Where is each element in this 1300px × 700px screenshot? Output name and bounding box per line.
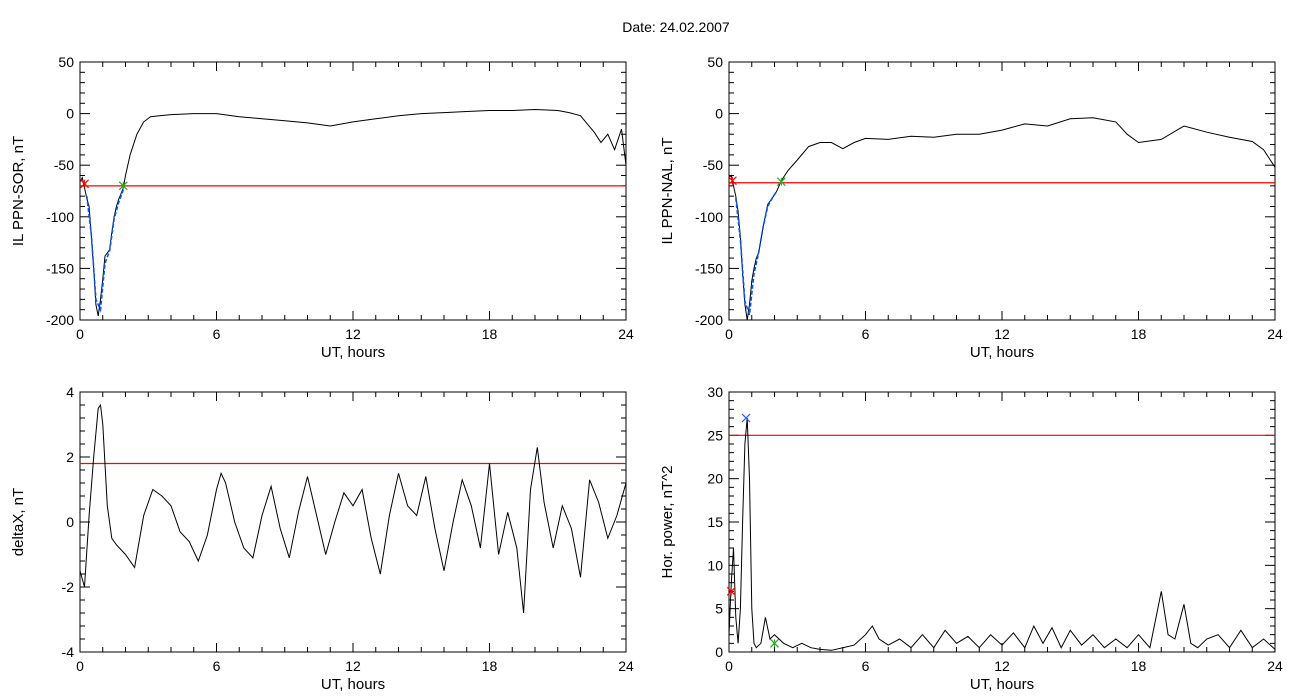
marker-stroke (741, 413, 751, 423)
y-tick-label: -200 (46, 312, 74, 328)
x-tick-label: 6 (862, 326, 870, 342)
y-axis-label: deltaX, nT (10, 488, 27, 556)
y-tick-label: -100 (695, 209, 723, 225)
x-tick-label: 24 (618, 326, 634, 342)
y-tick-label: 30 (707, 384, 723, 400)
y-tick-label: 0 (66, 514, 74, 530)
data-series-line (728, 117, 1276, 321)
x-tick-label: 24 (1267, 658, 1283, 674)
x-tick-label: 24 (618, 658, 634, 674)
x-tick-label: 0 (76, 326, 84, 342)
y-tick-label: -150 (695, 260, 723, 276)
y-tick-label: 50 (58, 54, 74, 70)
fit-series-line (86, 189, 124, 313)
x-tick-label: 24 (1267, 326, 1283, 342)
plot-frame (79, 61, 627, 321)
x-axis-label: UT, hours (970, 344, 1034, 361)
y-tick-label: 0 (715, 644, 723, 660)
x-axis-label: UT, hours (321, 344, 385, 361)
y-tick-label: 0 (715, 106, 723, 122)
plot-frame (79, 391, 627, 653)
x-tick-label: 12 (994, 658, 1010, 674)
end-marker (118, 181, 128, 191)
y-tick-label: 15 (707, 514, 723, 530)
y-tick-label: -50 (54, 157, 74, 173)
plot-frame (728, 61, 1276, 321)
x-tick-label: 18 (482, 658, 498, 674)
y-tick-label: -150 (46, 260, 74, 276)
chart-panel-hor-power: 0 6 12 18 24 0 5 10 15 20 25 30 UT, hours Hor. power,… (659, 384, 1283, 693)
y-tick-label: 50 (707, 54, 723, 70)
end-marker (776, 177, 786, 187)
plot-frame (728, 391, 1276, 653)
chart-panel-il-ppn-sor: 0 6 12 18 24 -200 -150 -100 -50 0 50 UT, hours IL PP… (10, 54, 634, 361)
y-axis-label: IL PPN-NAL, nT (659, 138, 676, 245)
y-tick-label: 4 (66, 384, 74, 400)
y-tick-label: -200 (695, 312, 723, 328)
x-tick-label: 18 (482, 326, 498, 342)
data-series-line (79, 403, 627, 614)
y-tick-label: 25 (707, 427, 723, 443)
y-tick-label: 10 (707, 557, 723, 573)
x-tick-label: 18 (1131, 326, 1147, 342)
x-tick-label: 6 (213, 658, 221, 674)
fit-series-line (735, 190, 778, 316)
y-tick-label: -100 (46, 209, 74, 225)
x-tick-label: 0 (76, 658, 84, 674)
x-tick-label: 0 (725, 658, 733, 674)
start-marker (80, 179, 89, 189)
y-tick-label: 20 (707, 471, 723, 487)
y-tick-label: 5 (715, 601, 723, 617)
y-tick-label: 0 (66, 106, 74, 122)
y-tick-label: -2 (62, 579, 75, 595)
data-series-line (79, 108, 627, 316)
x-tick-label: 12 (994, 326, 1010, 342)
x-tick-label: 12 (345, 326, 361, 342)
end-marker (770, 638, 779, 648)
chart-date-title: Date: 24.02.2007 (622, 19, 730, 35)
data-series-line (728, 417, 1276, 651)
x-tick-label: 0 (725, 326, 733, 342)
start-marker (727, 176, 737, 186)
x-tick-label: 18 (1131, 658, 1147, 674)
y-tick-label: -50 (703, 157, 723, 173)
chart-panel-il-ppn-nal: 0 6 12 18 24 -200 -150 -100 -50 0 50 UT, hours IL PP… (659, 54, 1283, 361)
x-tick-label: 6 (862, 658, 870, 674)
y-axis-label: Hor. power, nT^2 (659, 466, 676, 579)
x-axis-label: UT, hours (970, 676, 1034, 693)
start-marker (726, 586, 736, 596)
x-tick-label: 6 (213, 326, 221, 342)
peak-marker (741, 413, 751, 423)
x-axis-label: UT, hours (321, 676, 385, 693)
x-tick-label: 12 (345, 658, 361, 674)
y-axis-label: IL PPN-SOR, nT (10, 136, 27, 246)
y-tick-label: -4 (62, 644, 75, 660)
y-tick-label: 2 (66, 449, 74, 465)
